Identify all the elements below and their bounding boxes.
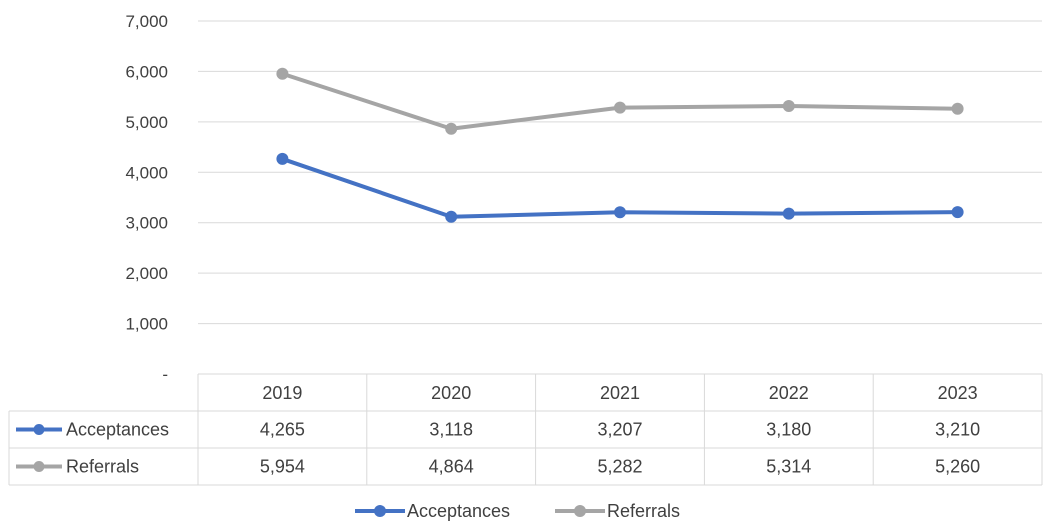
x-category-label: 2019 — [262, 383, 302, 403]
legend-label: Referrals — [607, 501, 680, 521]
y-tick-label: 7,000 — [125, 12, 168, 31]
data-point-referrals — [445, 122, 458, 135]
table-series-name: Acceptances — [66, 420, 169, 440]
legend-key-marker — [374, 505, 386, 517]
data-point-acceptances — [951, 206, 964, 219]
table-value-cell: 3,180 — [766, 420, 811, 440]
data-table: 2019 2020 2021 2022 2023 Acceptances 4,265 3,11… — [8, 373, 1043, 486]
table-value-cell: 5,314 — [766, 457, 811, 477]
table-value-cell: 4,265 — [260, 420, 305, 440]
y-axis-ticks: - 1,000 2,000 3,000 4,000 5,000 6,000 7,000 — [125, 12, 168, 384]
y-tick-label: 6,000 — [125, 62, 168, 81]
table-value-cell: 5,282 — [597, 457, 642, 477]
legend-key-marker — [574, 505, 586, 517]
x-category-label: 2020 — [431, 383, 471, 403]
table-value-cell: 4,864 — [429, 457, 474, 477]
table-value-cell: 3,207 — [597, 420, 642, 440]
data-point-referrals — [782, 100, 795, 113]
data-point-referrals — [614, 101, 626, 114]
y-tick-label: 5,000 — [125, 113, 168, 132]
data-point-referrals — [276, 67, 289, 80]
gridlines — [198, 20, 1042, 325]
x-category-label: 2021 — [600, 383, 640, 403]
y-tick-label: 4,000 — [125, 163, 168, 182]
y-tick-label: - — [162, 365, 168, 384]
data-point-referrals — [951, 102, 964, 115]
x-category-label: 2023 — [938, 383, 978, 403]
data-point-acceptances — [276, 152, 289, 165]
y-tick-label: 3,000 — [125, 214, 168, 233]
y-tick-label: 2,000 — [125, 264, 168, 283]
legend-label: Acceptances — [407, 501, 510, 521]
data-point-acceptances — [445, 210, 458, 223]
table-series-name: Referrals — [66, 457, 139, 477]
x-category-label: 2022 — [769, 383, 809, 403]
table-value-cell: 5,954 — [260, 457, 305, 477]
series-lines — [276, 67, 964, 223]
table-legend-key-marker — [33, 461, 45, 472]
data-point-acceptances — [782, 207, 795, 220]
series-line-referrals — [280, 71, 960, 131]
data-point-acceptances — [614, 206, 626, 219]
table-legend-key-marker — [33, 424, 45, 435]
table-value-cell: 5,260 — [935, 457, 980, 477]
table-value-cell: 3,118 — [429, 420, 473, 440]
table-value-cell: 3,210 — [935, 420, 980, 440]
legend: Acceptances Referrals — [355, 501, 680, 521]
y-tick-label: 1,000 — [125, 315, 168, 334]
